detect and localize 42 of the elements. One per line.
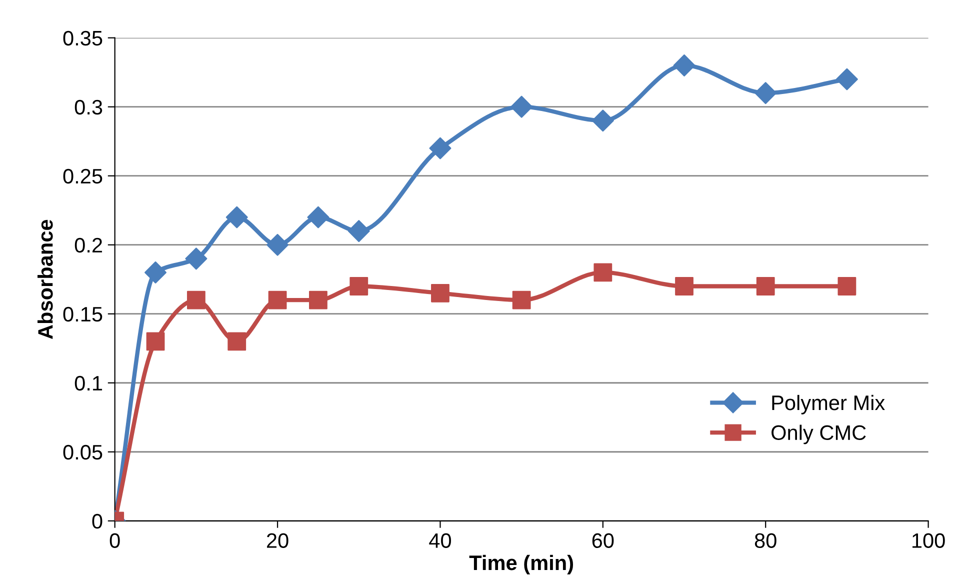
point xyxy=(307,206,330,228)
point xyxy=(348,220,370,242)
point xyxy=(144,261,167,284)
point xyxy=(309,290,328,310)
x-tick-label: 40 xyxy=(429,533,451,548)
point xyxy=(594,263,612,282)
legend-label: Only CMC xyxy=(772,424,866,444)
y-tick-label: 0.3 xyxy=(74,100,102,115)
point xyxy=(266,234,289,256)
point xyxy=(431,284,450,302)
y-tick-label: 0.05 xyxy=(63,444,102,460)
point xyxy=(226,206,248,228)
y-tick-label: 0.25 xyxy=(63,168,102,184)
point xyxy=(185,248,208,270)
point xyxy=(836,68,858,90)
point xyxy=(510,96,533,118)
point xyxy=(675,277,694,296)
point xyxy=(429,137,452,160)
point xyxy=(350,277,368,296)
y-tick-label: 0.35 xyxy=(63,30,102,46)
x-axis-title: Time (min) xyxy=(469,554,574,574)
point xyxy=(186,290,206,310)
point xyxy=(146,332,165,351)
x-tick-label: 0 xyxy=(110,533,120,548)
point xyxy=(268,290,287,310)
point xyxy=(512,290,531,310)
y-tick-label: 0.1 xyxy=(74,376,102,391)
point xyxy=(592,110,614,132)
point xyxy=(756,277,775,296)
point xyxy=(673,54,696,76)
x-tick-label: 20 xyxy=(266,533,288,548)
x-tick-label: 80 xyxy=(754,533,776,548)
y-axis-title: Absorbance xyxy=(38,220,53,340)
y-tick-label: 0.2 xyxy=(74,238,102,253)
x-tick-label: 100 xyxy=(912,533,945,548)
x-tick-label: 60 xyxy=(592,533,614,548)
point xyxy=(754,82,777,104)
point xyxy=(838,277,856,296)
point xyxy=(228,332,246,351)
y-tick-label: 0.15 xyxy=(63,306,102,322)
legend-label: Polymer Mix xyxy=(772,394,885,414)
y-tick-label: 0 xyxy=(92,514,102,529)
